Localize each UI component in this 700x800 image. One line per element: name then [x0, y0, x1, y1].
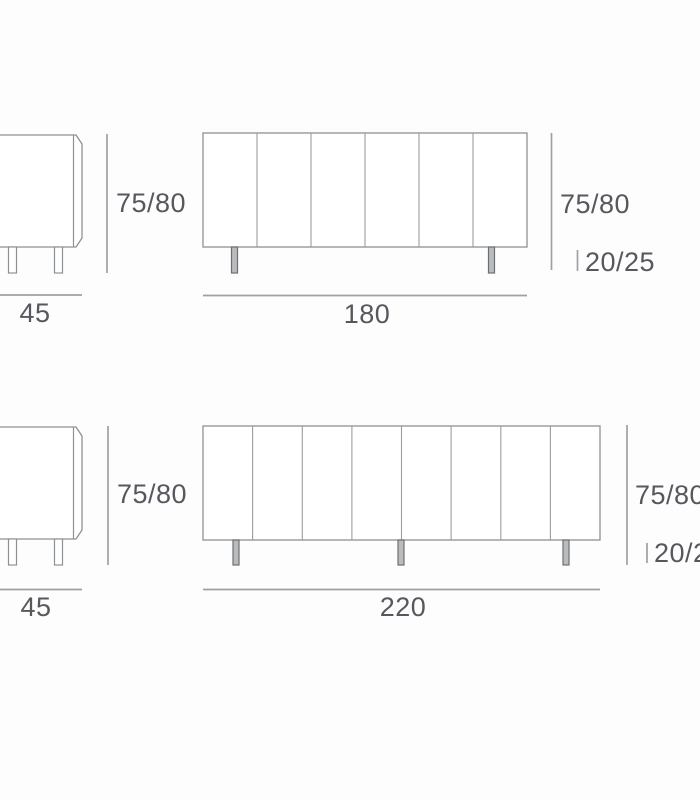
leg-height-dimension-label: 20/25 [654, 538, 700, 568]
sideboard-220-side-view [0, 426, 83, 566]
leg-height-dimension-label: 20/25 [585, 247, 655, 277]
sideboard-220-front-dimensions: 220 75/80 20/25 [203, 425, 700, 622]
sideboard-180-front-dimensions: 180 75/80 20/25 [203, 133, 655, 329]
sideboard-220-front-view [202, 425, 601, 566]
front-view-leg [397, 539, 405, 566]
side-view-body-outline [0, 426, 83, 540]
depth-dimension-label: 45 [19, 298, 50, 328]
front-view-leg [562, 539, 570, 566]
side-view-leg [7, 246, 18, 274]
width-dimension-label: 180 [344, 299, 391, 329]
sideboard-220-side-dimensions: 75/80 45 [0, 426, 187, 622]
depth-dimension-label: 45 [20, 592, 51, 622]
height-dimension-label: 75/80 [560, 189, 630, 219]
height-dimension-label: 75/80 [117, 479, 187, 509]
side-view-leg [53, 246, 64, 274]
side-view-leg [7, 538, 18, 566]
sideboard-180-side-dimensions: 75/80 45 [0, 134, 186, 328]
side-view-body-outline [0, 134, 83, 248]
height-dimension-label: 75/80 [116, 188, 186, 218]
width-dimension-label: 220 [380, 592, 427, 622]
front-view-leg [230, 246, 239, 274]
height-dimension-label: 75/80 [635, 480, 700, 510]
sideboard-180-side-view [0, 134, 83, 274]
front-view-leg [232, 539, 240, 566]
side-view-leg [53, 538, 64, 566]
front-view-leg [487, 246, 496, 274]
sideboard-180-front-view [202, 132, 528, 274]
